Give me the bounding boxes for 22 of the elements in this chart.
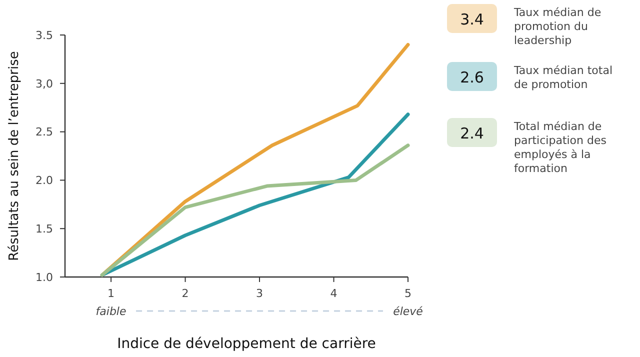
y-tick-label: 3.5 [36,28,53,42]
text: 2.6 [460,68,484,86]
x-tick-label: 3 [256,287,264,300]
y-tick-label: 1.5 [36,222,53,236]
text: Total médian de participation des employés à la formation [513,120,607,175]
y-axis-title: Résultats au sein de l’entreprise [7,51,22,261]
y-tick-label: 1.0 [36,270,53,284]
text: Taux médian total de promotion [513,64,613,91]
y-tick-label: 2.5 [36,126,53,139]
x-axis-title: Indice de développement de carrière [117,336,376,352]
x-tick-label: 1 [108,287,115,300]
text: élevé [393,305,424,318]
y-tick-label: 2.0 [36,174,53,188]
x-tick-label: 2 [182,287,189,300]
text: 2.4 [460,124,484,142]
line-series [100,144,410,277]
x-tick-label: 5 [404,287,412,300]
text: Taux médian de promotion du leadership [513,6,602,47]
y-tick-label: 3,0 [36,77,53,90]
x-tick-label: 4 [330,287,338,300]
text: faible [96,305,126,318]
text: 3.4 [460,10,484,28]
